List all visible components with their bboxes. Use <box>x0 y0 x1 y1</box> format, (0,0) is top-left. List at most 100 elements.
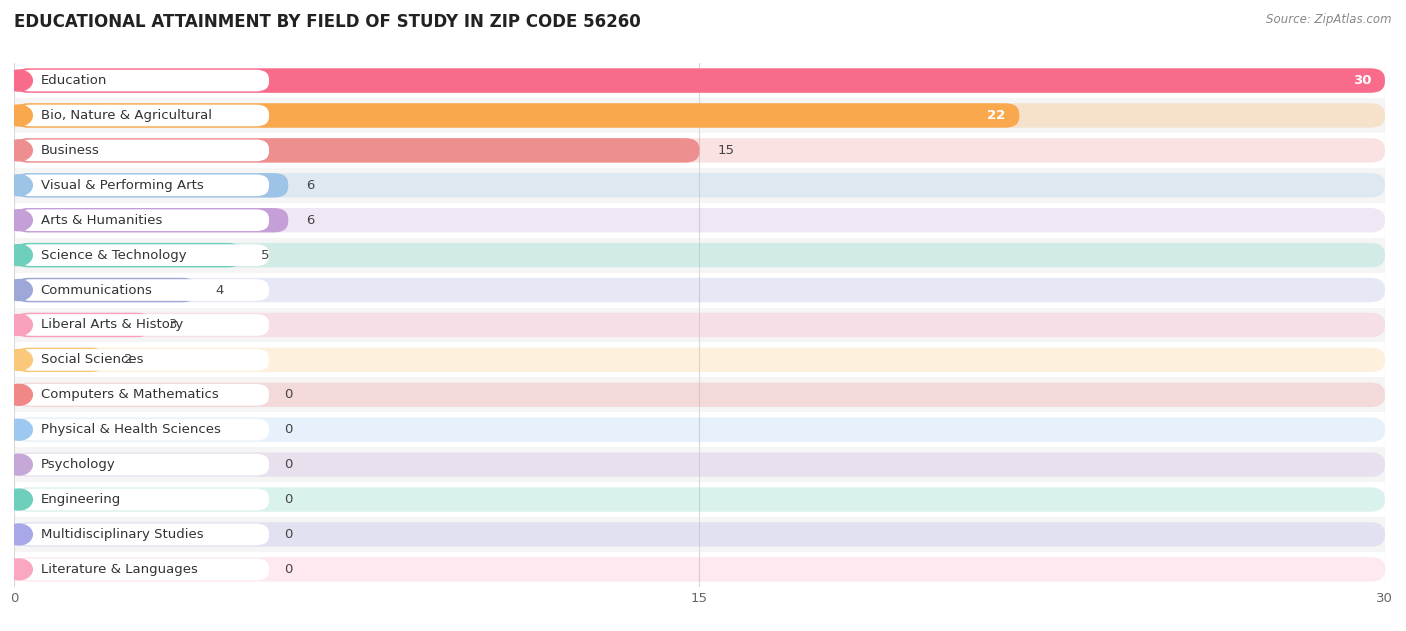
Circle shape <box>4 384 32 405</box>
Circle shape <box>4 175 32 196</box>
Circle shape <box>4 524 32 545</box>
FancyBboxPatch shape <box>18 105 269 126</box>
Text: Social Sciences: Social Sciences <box>41 353 143 367</box>
Circle shape <box>4 140 32 161</box>
FancyBboxPatch shape <box>14 348 1385 372</box>
FancyBboxPatch shape <box>14 307 1385 343</box>
FancyBboxPatch shape <box>14 482 1385 517</box>
Text: 6: 6 <box>307 214 315 227</box>
FancyBboxPatch shape <box>18 489 269 510</box>
Circle shape <box>4 209 32 231</box>
Text: Source: ZipAtlas.com: Source: ZipAtlas.com <box>1267 13 1392 26</box>
Text: 0: 0 <box>284 493 292 506</box>
FancyBboxPatch shape <box>14 173 288 198</box>
FancyBboxPatch shape <box>14 203 1385 238</box>
Text: Business: Business <box>41 144 100 157</box>
FancyBboxPatch shape <box>18 454 269 475</box>
Text: Physical & Health Sciences: Physical & Health Sciences <box>41 423 221 436</box>
Text: 4: 4 <box>215 283 224 297</box>
FancyBboxPatch shape <box>14 68 1385 93</box>
FancyBboxPatch shape <box>18 175 269 196</box>
Text: Liberal Arts & History: Liberal Arts & History <box>41 319 183 331</box>
Circle shape <box>4 419 32 440</box>
FancyBboxPatch shape <box>14 243 1385 268</box>
Text: 6: 6 <box>307 179 315 192</box>
FancyBboxPatch shape <box>14 517 1385 552</box>
Text: 0: 0 <box>284 563 292 576</box>
FancyBboxPatch shape <box>18 139 269 161</box>
Text: Computers & Mathematics: Computers & Mathematics <box>41 388 218 401</box>
FancyBboxPatch shape <box>14 138 700 163</box>
FancyBboxPatch shape <box>14 208 288 232</box>
FancyBboxPatch shape <box>14 103 1019 127</box>
FancyBboxPatch shape <box>18 209 269 231</box>
FancyBboxPatch shape <box>14 208 1385 232</box>
FancyBboxPatch shape <box>14 447 1385 482</box>
Circle shape <box>4 105 32 126</box>
FancyBboxPatch shape <box>14 557 1385 582</box>
Text: 30: 30 <box>1353 74 1371 87</box>
FancyBboxPatch shape <box>14 552 1385 587</box>
FancyBboxPatch shape <box>18 558 269 580</box>
FancyBboxPatch shape <box>14 382 1385 407</box>
Text: Engineering: Engineering <box>41 493 121 506</box>
FancyBboxPatch shape <box>14 343 1385 377</box>
FancyBboxPatch shape <box>18 524 269 545</box>
FancyBboxPatch shape <box>18 244 269 266</box>
Circle shape <box>4 245 32 266</box>
FancyBboxPatch shape <box>14 313 152 337</box>
FancyBboxPatch shape <box>14 452 1385 477</box>
FancyBboxPatch shape <box>18 419 269 440</box>
FancyBboxPatch shape <box>14 522 1385 546</box>
FancyBboxPatch shape <box>14 168 1385 203</box>
FancyBboxPatch shape <box>14 238 1385 273</box>
Text: 5: 5 <box>262 249 270 262</box>
FancyBboxPatch shape <box>14 103 1385 127</box>
FancyBboxPatch shape <box>14 412 1385 447</box>
FancyBboxPatch shape <box>18 384 269 406</box>
FancyBboxPatch shape <box>14 98 1385 133</box>
FancyBboxPatch shape <box>14 173 1385 198</box>
Text: 0: 0 <box>284 528 292 541</box>
Text: 0: 0 <box>284 388 292 401</box>
Text: Multidisciplinary Studies: Multidisciplinary Studies <box>41 528 204 541</box>
Text: 3: 3 <box>170 319 179 331</box>
Text: 2: 2 <box>124 353 132 367</box>
Text: 0: 0 <box>284 423 292 436</box>
Circle shape <box>4 489 32 510</box>
Circle shape <box>4 280 32 300</box>
FancyBboxPatch shape <box>14 243 243 268</box>
FancyBboxPatch shape <box>14 313 1385 337</box>
Text: Visual & Performing Arts: Visual & Performing Arts <box>41 179 204 192</box>
Circle shape <box>4 559 32 580</box>
Text: 22: 22 <box>987 109 1005 122</box>
FancyBboxPatch shape <box>14 418 1385 442</box>
Text: 15: 15 <box>718 144 735 157</box>
Text: Education: Education <box>41 74 107 87</box>
Text: 0: 0 <box>284 458 292 471</box>
Circle shape <box>4 314 32 336</box>
Circle shape <box>4 70 32 91</box>
FancyBboxPatch shape <box>18 349 269 370</box>
Text: Psychology: Psychology <box>41 458 115 471</box>
Circle shape <box>4 454 32 475</box>
FancyBboxPatch shape <box>14 278 197 302</box>
FancyBboxPatch shape <box>18 70 269 91</box>
FancyBboxPatch shape <box>14 377 1385 412</box>
Circle shape <box>4 350 32 370</box>
FancyBboxPatch shape <box>14 133 1385 168</box>
FancyBboxPatch shape <box>14 278 1385 302</box>
FancyBboxPatch shape <box>14 138 1385 163</box>
FancyBboxPatch shape <box>14 487 1385 512</box>
FancyBboxPatch shape <box>14 63 1385 98</box>
Text: Science & Technology: Science & Technology <box>41 249 186 262</box>
Text: EDUCATIONAL ATTAINMENT BY FIELD OF STUDY IN ZIP CODE 56260: EDUCATIONAL ATTAINMENT BY FIELD OF STUDY… <box>14 13 641 31</box>
Text: Arts & Humanities: Arts & Humanities <box>41 214 162 227</box>
Text: Communications: Communications <box>41 283 152 297</box>
FancyBboxPatch shape <box>14 348 105 372</box>
Text: Bio, Nature & Agricultural: Bio, Nature & Agricultural <box>41 109 211 122</box>
Text: Literature & Languages: Literature & Languages <box>41 563 197 576</box>
FancyBboxPatch shape <box>18 280 269 301</box>
FancyBboxPatch shape <box>18 314 269 336</box>
FancyBboxPatch shape <box>14 273 1385 307</box>
